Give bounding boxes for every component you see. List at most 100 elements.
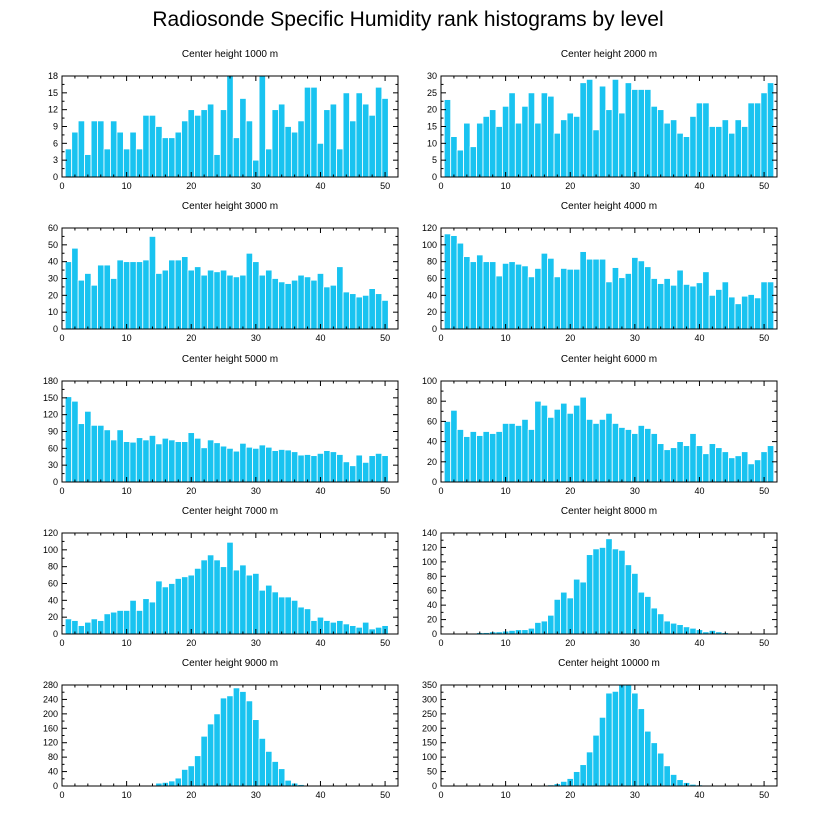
x-tick-label: 40 <box>694 638 704 648</box>
y-tick-label: 10 <box>48 307 58 317</box>
bar <box>148 435 157 483</box>
x-tick-label: 30 <box>251 181 261 191</box>
bar <box>174 578 182 635</box>
bar <box>206 103 215 178</box>
x-tick-label: 50 <box>380 638 390 648</box>
bar <box>155 273 163 330</box>
histogram-panel-6: Center height 6000 m 0 10 20 30 40 50 0 20 40 60 80… <box>422 354 778 496</box>
bar <box>265 584 273 635</box>
bar <box>239 564 247 635</box>
y-tick-label: 100 <box>422 376 437 386</box>
x-tick-label: 0 <box>59 790 64 800</box>
y-tick-label: 20 <box>48 290 58 300</box>
bar <box>721 119 729 178</box>
x-tick-label: 50 <box>759 638 769 648</box>
bar <box>103 264 111 330</box>
histogram-panel-8: Center height 8000 m 0 10 20 30 40 50 0 20 40 60 80… <box>422 506 778 648</box>
bar <box>540 92 549 178</box>
x-tick-label: 0 <box>438 333 443 343</box>
bar <box>200 447 208 483</box>
bar <box>476 435 484 483</box>
y-tick-label: 0 <box>432 324 437 334</box>
bar <box>450 409 458 483</box>
y-tick-label: 0 <box>432 629 437 639</box>
bar <box>669 119 678 178</box>
bar <box>265 750 273 787</box>
bar <box>715 447 723 483</box>
y-tick-label: 240 <box>43 694 58 704</box>
y-tick-label: 80 <box>48 562 58 572</box>
bar <box>585 418 594 483</box>
bar <box>611 690 620 787</box>
bar <box>71 131 79 178</box>
bar <box>349 293 357 330</box>
bar <box>534 400 542 483</box>
x-tick-label: 40 <box>315 790 325 800</box>
bar <box>303 608 312 635</box>
y-tick-label: 150 <box>43 393 58 403</box>
bar <box>605 692 613 787</box>
bar <box>194 437 202 483</box>
x-tick-label: 10 <box>122 486 132 496</box>
panel-title: Center height 10000 m <box>558 658 660 669</box>
bar <box>368 114 376 178</box>
bar <box>381 98 389 178</box>
bar <box>514 263 523 330</box>
x-tick-label: 40 <box>315 181 325 191</box>
panel-title: Center height 9000 m <box>182 658 278 669</box>
x-tick-label: 10 <box>122 181 132 191</box>
y-tick-label: 30 <box>48 460 58 470</box>
bar <box>443 99 452 178</box>
x-tick-label: 20 <box>186 790 196 800</box>
x-tick-label: 40 <box>694 333 704 343</box>
y-tick-label: 18 <box>48 71 58 81</box>
bar <box>592 423 600 483</box>
bar <box>110 611 118 635</box>
bar <box>206 723 215 787</box>
y-tick-label: 3 <box>53 155 58 165</box>
bar <box>695 282 704 330</box>
x-tick-label: 30 <box>251 486 261 496</box>
bar <box>245 700 254 787</box>
bar <box>669 447 678 483</box>
bar <box>566 412 574 483</box>
bar <box>200 109 208 178</box>
bar <box>142 598 150 635</box>
bar <box>200 559 208 635</box>
y-tick-label: 40 <box>48 595 58 605</box>
bar <box>637 260 645 330</box>
y-tick-label: 50 <box>48 240 58 250</box>
panel-title: Center height 5000 m <box>182 354 278 365</box>
bar <box>734 303 742 330</box>
bar <box>605 412 613 483</box>
bar <box>349 465 357 483</box>
bar <box>103 613 111 635</box>
bar <box>644 596 652 635</box>
x-tick-label: 20 <box>186 333 196 343</box>
bar <box>495 275 503 330</box>
bar <box>585 751 594 787</box>
bar <box>592 548 600 635</box>
bar <box>734 119 742 178</box>
bar <box>194 266 202 330</box>
bar <box>219 109 228 178</box>
bar <box>573 771 581 787</box>
bar <box>135 148 144 178</box>
bar <box>174 441 182 483</box>
bar <box>560 267 568 330</box>
y-tick-label: 60 <box>427 586 437 596</box>
bar <box>271 761 279 787</box>
bar <box>303 276 312 330</box>
bar <box>637 591 645 635</box>
bar <box>297 274 305 330</box>
bar <box>103 148 111 178</box>
bar <box>573 404 581 483</box>
bar <box>278 596 286 635</box>
bar <box>342 461 350 483</box>
bar <box>161 437 170 483</box>
bar <box>297 454 305 483</box>
bar <box>611 78 620 178</box>
bar <box>618 549 626 635</box>
bar <box>116 429 124 483</box>
bar <box>232 276 241 330</box>
